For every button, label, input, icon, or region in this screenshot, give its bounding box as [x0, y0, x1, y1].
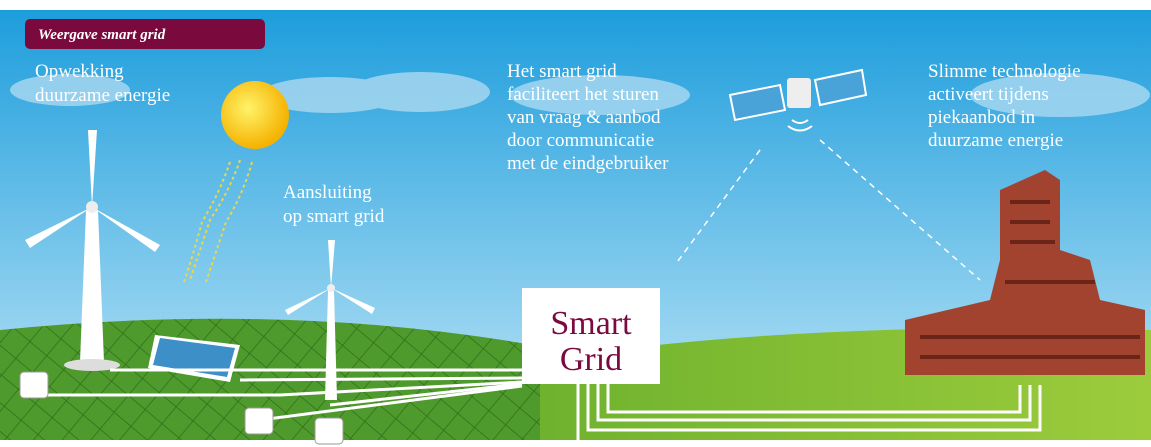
label-line: Opwekking — [35, 61, 124, 82]
hub-label: Grid — [560, 341, 622, 378]
label-line: van vraag & aanbod — [507, 107, 661, 128]
label-line: door communicatie — [507, 130, 654, 151]
label-line: duurzame energie — [928, 130, 1063, 151]
label-line: Slimme technologie — [928, 61, 1081, 82]
smart-grid-illustration: Smart Grid Weergave smart grid Opwekking… — [0, 0, 1151, 447]
title: Weergave smart grid — [38, 27, 166, 43]
label-line: met de eindgebruiker — [507, 153, 669, 174]
label-line: Aansluiting — [283, 182, 372, 203]
label-line: piekaanbod in — [928, 107, 1036, 128]
label-line: duurzame energie — [35, 85, 170, 106]
label-line: activeert tijdens — [928, 84, 1049, 105]
hub-label: Smart — [550, 305, 632, 342]
label-line: op smart grid — [283, 206, 385, 227]
label-line: faciliteert het sturen — [507, 84, 659, 105]
sun — [221, 81, 289, 149]
label-line: Het smart grid — [507, 61, 617, 82]
